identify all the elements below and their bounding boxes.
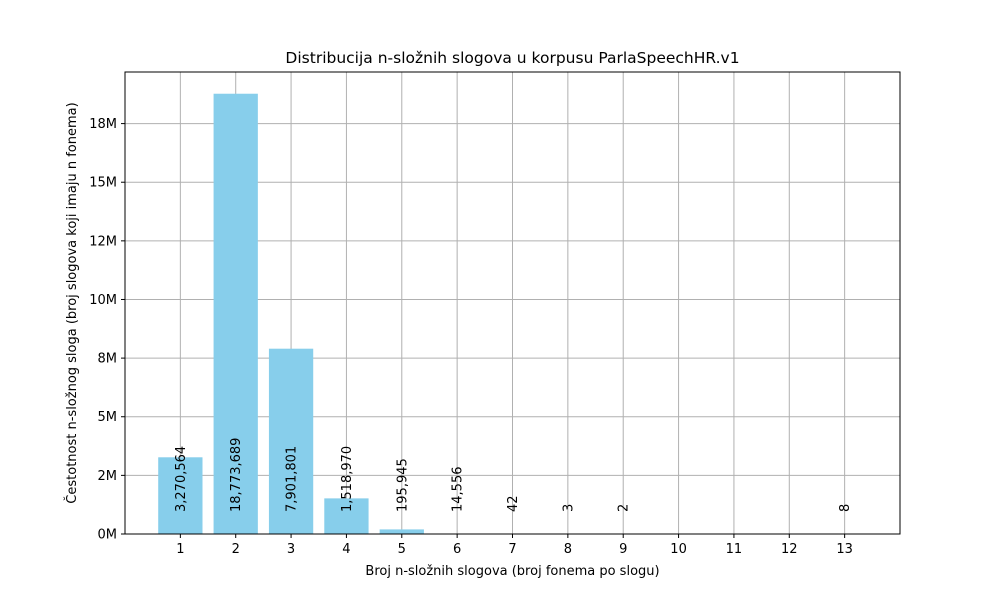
x-tick-label: 2: [232, 542, 240, 557]
x-tick-label: 3: [287, 542, 295, 557]
y-tick-label: 18M: [89, 117, 117, 132]
x-tick-label: 4: [342, 542, 350, 557]
data-label-8: 3: [561, 504, 576, 512]
chart-title: Distribucija n-složnih slogova u korpusu…: [285, 49, 739, 67]
x-tick-label: 5: [398, 542, 406, 557]
data-label-2: 18,773,689: [229, 438, 244, 512]
grid-lines: [125, 72, 900, 535]
bars: [158, 93, 867, 535]
bar-4: [324, 498, 369, 534]
y-tick-label: 10M: [89, 293, 117, 308]
x-axis-label: Broj n-složnih slogova (broj fonema po s…: [365, 564, 659, 579]
bar-1: [158, 457, 203, 534]
data-label-4: 1,518,970: [340, 446, 355, 512]
x-tick-label: 6: [453, 542, 461, 557]
x-tick-label: 11: [726, 542, 743, 557]
x-tick-label: 1: [176, 542, 184, 557]
data-label-13: 8: [838, 504, 853, 512]
data-label-3: 7,901,801: [285, 446, 300, 512]
data-label-6: 14,556: [451, 467, 466, 513]
y-tick-label: 0M: [98, 528, 118, 543]
x-tick-label: 10: [670, 542, 687, 557]
x-tick-label: 8: [564, 542, 572, 557]
x-tick-label: 7: [508, 542, 516, 557]
y-tick-label: 15M: [89, 176, 117, 191]
data-label-1: 3,270,564: [174, 446, 189, 512]
data-label-7: 42: [506, 495, 521, 512]
data-label-9: 2: [617, 504, 632, 512]
data-labels: 3,270,564 18,773,689 7,901,801 1,518,970 195…: [174, 438, 853, 512]
y-tick-label: 12M: [89, 234, 117, 249]
data-label-5: 195,945: [395, 458, 410, 512]
bar-5: [379, 529, 424, 534]
x-tick-label: 12: [781, 542, 798, 557]
y-tick-label: 8M: [98, 352, 118, 367]
x-tick-label: 13: [836, 542, 853, 557]
x-tick-label: 9: [619, 542, 627, 557]
bar-3: [268, 348, 314, 534]
bar-2: [213, 93, 258, 535]
y-tick-label: 2M: [98, 469, 118, 484]
y-axis-label: Čestotnost n-složnog sloga (broj slogova…: [64, 102, 80, 503]
y-tick-label: 5M: [98, 410, 118, 425]
